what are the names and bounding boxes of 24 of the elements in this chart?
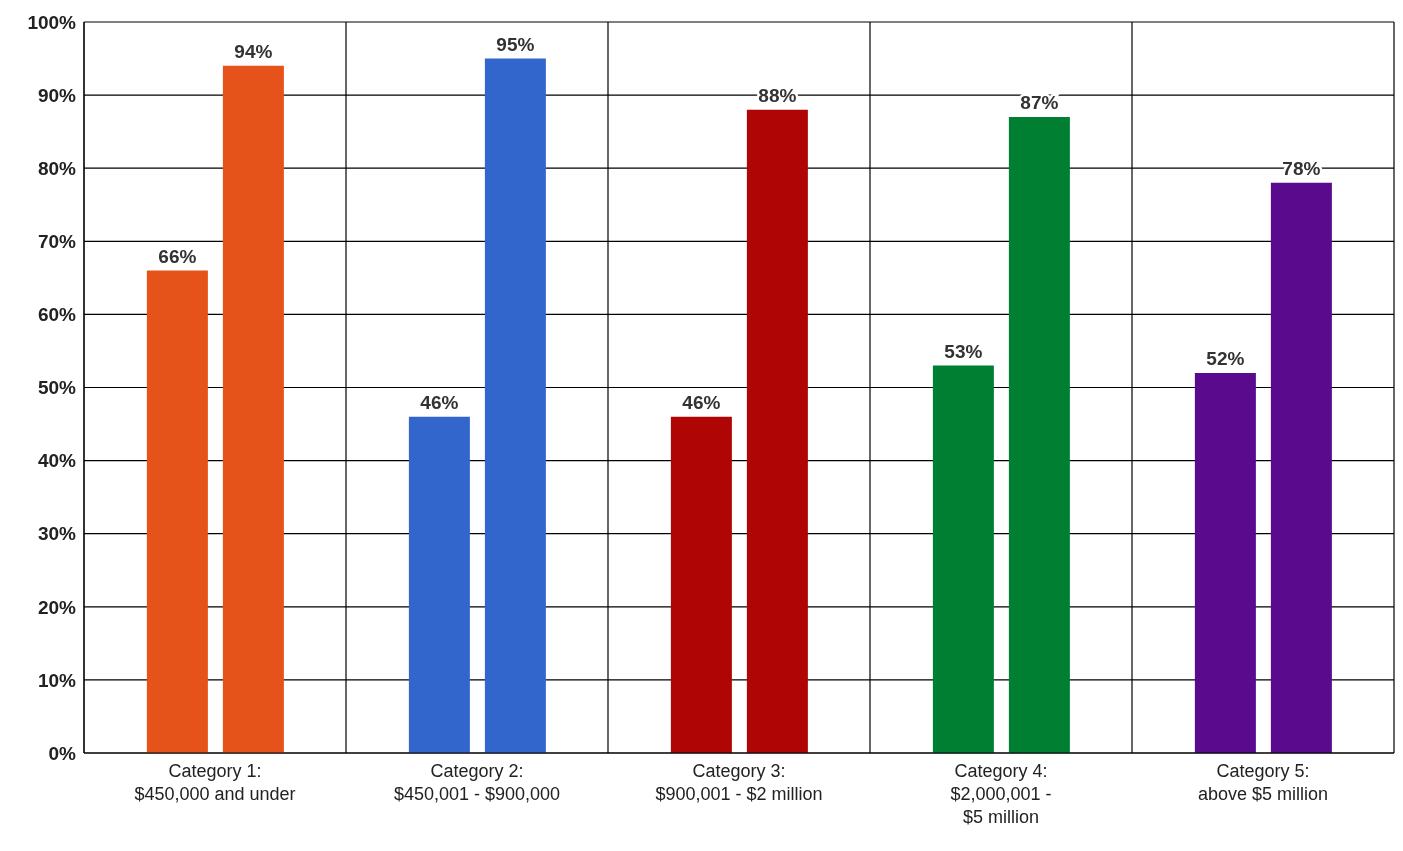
y-tick-label: 40% — [37, 450, 77, 472]
y-tick-label: 90% — [37, 84, 77, 106]
y-tick-label: 100% — [27, 11, 77, 33]
y-tick-label: 80% — [37, 157, 77, 179]
y-tick-label: 10% — [37, 669, 77, 691]
data-label: 94% — [234, 40, 273, 62]
x-tick-label: Category 2: $450,001 - $900,000 — [393, 761, 561, 804]
data-label: 87% — [1020, 92, 1059, 114]
data-label: 95% — [496, 33, 535, 55]
data-label: 46% — [420, 391, 459, 413]
data-label: 53% — [944, 340, 983, 362]
x-tick-label: Category 1: $450,000 and under — [134, 761, 296, 804]
data-label: 52% — [1206, 347, 1245, 369]
x-tick-label: Category 4: $2,000,001 - $5 million — [950, 761, 1052, 827]
x-tick-label: Category 3: $900,001 - $2 million — [655, 761, 823, 804]
y-tick-label: 20% — [37, 596, 77, 618]
data-label: 66% — [158, 245, 197, 267]
y-tick-label: 70% — [37, 231, 77, 253]
y-tick-label: 50% — [37, 377, 77, 399]
x-tick-label: Category 5: above $5 million — [1197, 761, 1329, 804]
y-tick-label: 60% — [37, 304, 77, 326]
y-tick-label: 0% — [48, 742, 77, 764]
data-label: 46% — [682, 391, 721, 413]
y-tick-label: 30% — [37, 523, 77, 545]
